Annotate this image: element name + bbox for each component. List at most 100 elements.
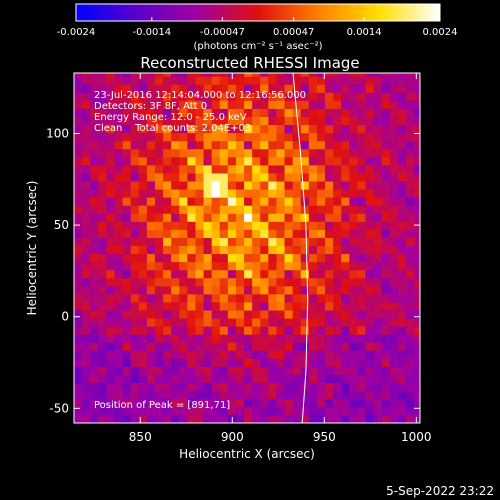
heatmap-cell [244,140,253,150]
heatmap-cell [219,205,229,214]
heatmap-cell [414,132,420,142]
heatmap-cell [195,205,204,214]
heatmap-cell [341,318,350,327]
heatmap-cell [227,334,237,343]
heatmap-cell [171,221,180,230]
heatmap-cell [349,245,358,255]
heatmap-cell [292,406,302,416]
heatmap-cell [187,245,196,255]
heatmap-cell [373,189,383,198]
heatmap-cell [235,382,245,392]
heatmap-cell [235,92,245,101]
heatmap-cell [163,148,172,158]
heatmap-cell [98,414,107,423]
heatmap-cell [211,302,221,311]
heatmap-cell [154,334,164,343]
heatmap-cell [292,229,302,238]
heatmap-cell [260,132,269,142]
heatmap-cell [203,253,213,263]
heatmap-cell [227,382,237,392]
heatmap-cell [414,342,420,351]
heatmap-cell [244,277,253,287]
heatmap-cell [316,277,326,287]
heatmap-cell [389,310,399,319]
heatmap-cell [308,148,318,158]
heatmap-cell [187,414,196,423]
heatmap-cell [98,213,107,222]
heatmap-cell [130,406,140,416]
heatmap-cell [187,342,196,351]
heatmap-cell [171,116,180,126]
heatmap-cell [90,253,99,263]
heatmap-cell [211,269,221,279]
heatmap-cell [397,261,407,271]
heatmap-cell [179,350,188,359]
heatmap-cell [414,245,420,255]
heatmap-cell [333,245,342,255]
heatmap-cell [114,84,123,93]
heatmap-cell [106,92,115,101]
heatmap-cell [308,213,318,222]
x-tick-label: 1000 [401,430,432,444]
heatmap-cell [357,84,366,93]
heatmap-cell [122,414,132,423]
heatmap-cell [90,245,99,255]
heatmap-cell [74,261,83,271]
heatmap-cell [106,205,115,214]
heatmap-cell [252,132,261,142]
heatmap-cell [373,342,383,351]
heatmap-cell [284,398,294,408]
heatmap-cell [179,414,188,423]
heatmap-cell [138,213,148,222]
heatmap-cell [325,76,334,85]
heatmap-cell [252,302,261,311]
heatmap-cell [357,173,366,182]
heatmap-cell [268,108,277,118]
heatmap-cell [300,100,310,109]
heatmap-cell [219,132,229,142]
heatmap-cell [268,358,277,367]
heatmap-cell [219,148,229,158]
heatmap-cell [179,358,188,367]
heatmap-cell [300,229,310,238]
heatmap-cell [171,76,180,85]
heatmap-cell [235,221,245,230]
heatmap-cell [138,253,148,263]
heatmap-cell [381,205,391,214]
heatmap-cell [211,253,221,263]
heatmap-cell [414,350,420,359]
heatmap-cell [365,285,375,295]
heatmap-cell [325,124,334,134]
heatmap-cell [268,181,277,190]
heatmap-cell [163,221,172,230]
heatmap-cell [130,173,140,182]
heatmap-cell [406,382,415,392]
heatmap-cell [203,342,213,351]
y-tick-label: -50 [49,401,69,415]
heatmap-cell [389,73,399,77]
heatmap-cell [130,253,140,263]
heatmap-cell [333,205,342,214]
heatmap-cell [365,124,375,134]
heatmap-cell [414,253,420,263]
heatmap-cell [163,205,172,214]
heatmap-cell [316,84,326,93]
heatmap-cell [171,366,180,376]
heatmap-cell [292,124,302,134]
heatmap-cell [211,76,221,85]
heatmap-cell [260,108,269,118]
heatmap-cell [235,116,245,126]
heatmap-cell [365,84,375,93]
heatmap-cell [179,124,188,134]
heatmap-cell [357,390,366,400]
heatmap-cell [414,358,420,367]
heatmap-cell [74,253,83,263]
heatmap-cell [154,245,164,255]
heatmap-cell [268,326,277,335]
heatmap-cell [203,261,213,271]
heatmap-cell [82,164,91,174]
heatmap-cell [227,92,237,101]
heatmap-cell [130,334,140,343]
heatmap-cell [349,366,358,376]
heatmap-cell [252,285,261,295]
